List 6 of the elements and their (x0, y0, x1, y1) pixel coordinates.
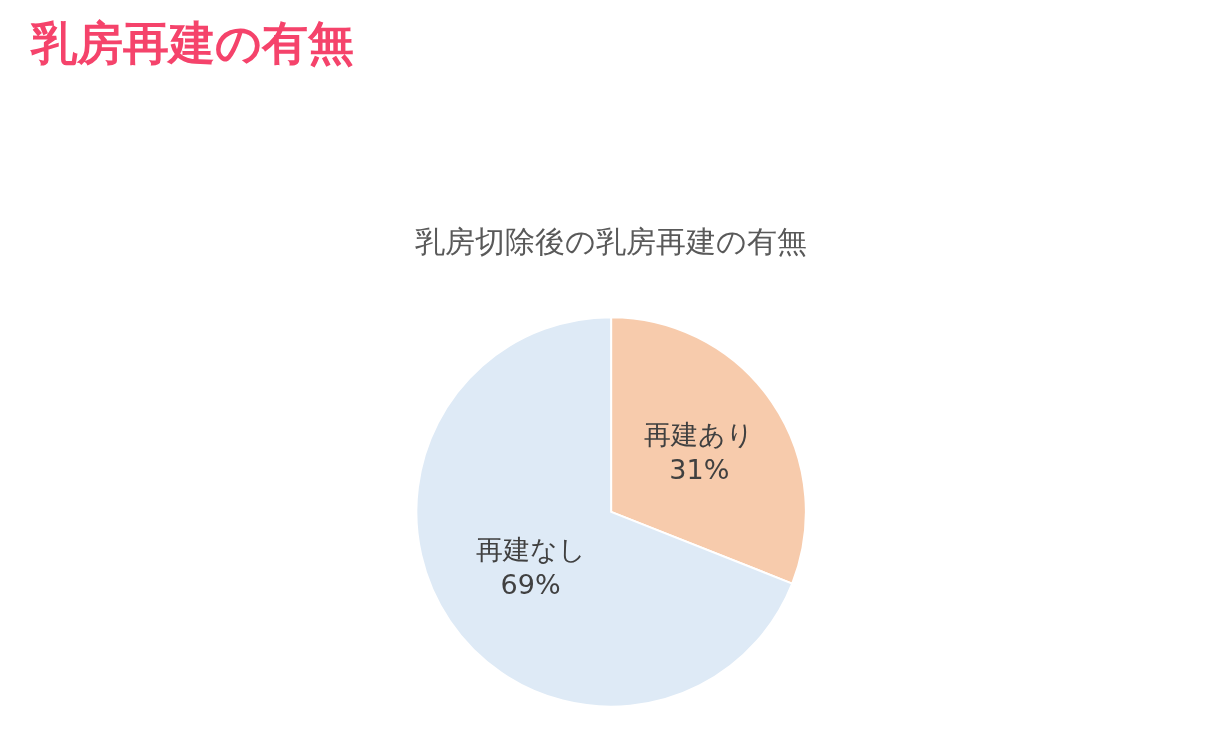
slice-label: 再建なし (475, 533, 586, 565)
data-label: 69% (500, 568, 561, 600)
chart-subtitle: 乳房切除後の乳房再建の有無 (415, 224, 807, 259)
chart-title: 乳房再建の有無 (30, 16, 354, 70)
data-label: 31% (669, 454, 730, 486)
slice-label: 再建あり (644, 418, 755, 450)
